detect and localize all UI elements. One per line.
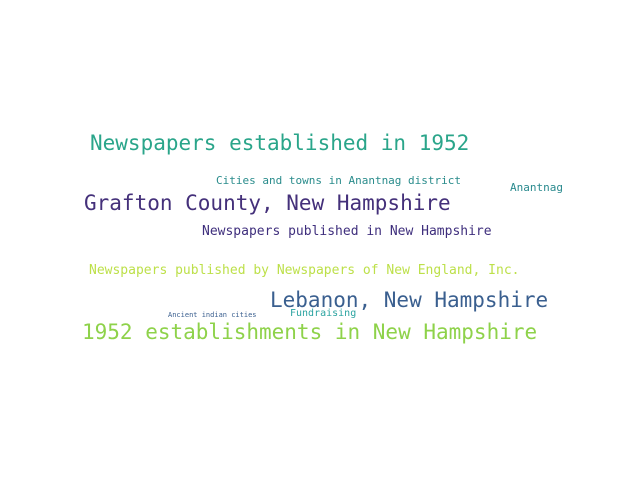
word-fundraising: Fundraising bbox=[290, 308, 357, 319]
word-anantnag: Anantnag bbox=[510, 181, 563, 194]
word-newspapers-published-nh: Newspapers published in New Hampshire bbox=[202, 224, 492, 239]
word-ancient-indian-cities: Ancient indian cities bbox=[168, 311, 257, 319]
word-lebanon-nh: Lebanon, New Hampshire bbox=[270, 288, 549, 312]
word-grafton-county: Grafton County, New Hampshire bbox=[84, 191, 451, 215]
word-1952-establishments-nh: 1952 establishments in New Hampshire bbox=[82, 320, 538, 344]
word-cities-towns-anantnag: Cities and towns in Anantnag district bbox=[216, 174, 462, 187]
word-newspapers-established-1952: Newspapers established in 1952 bbox=[90, 131, 470, 155]
word-newspapers-of-new-england: Newspapers published by Newspapers of Ne… bbox=[89, 263, 520, 278]
